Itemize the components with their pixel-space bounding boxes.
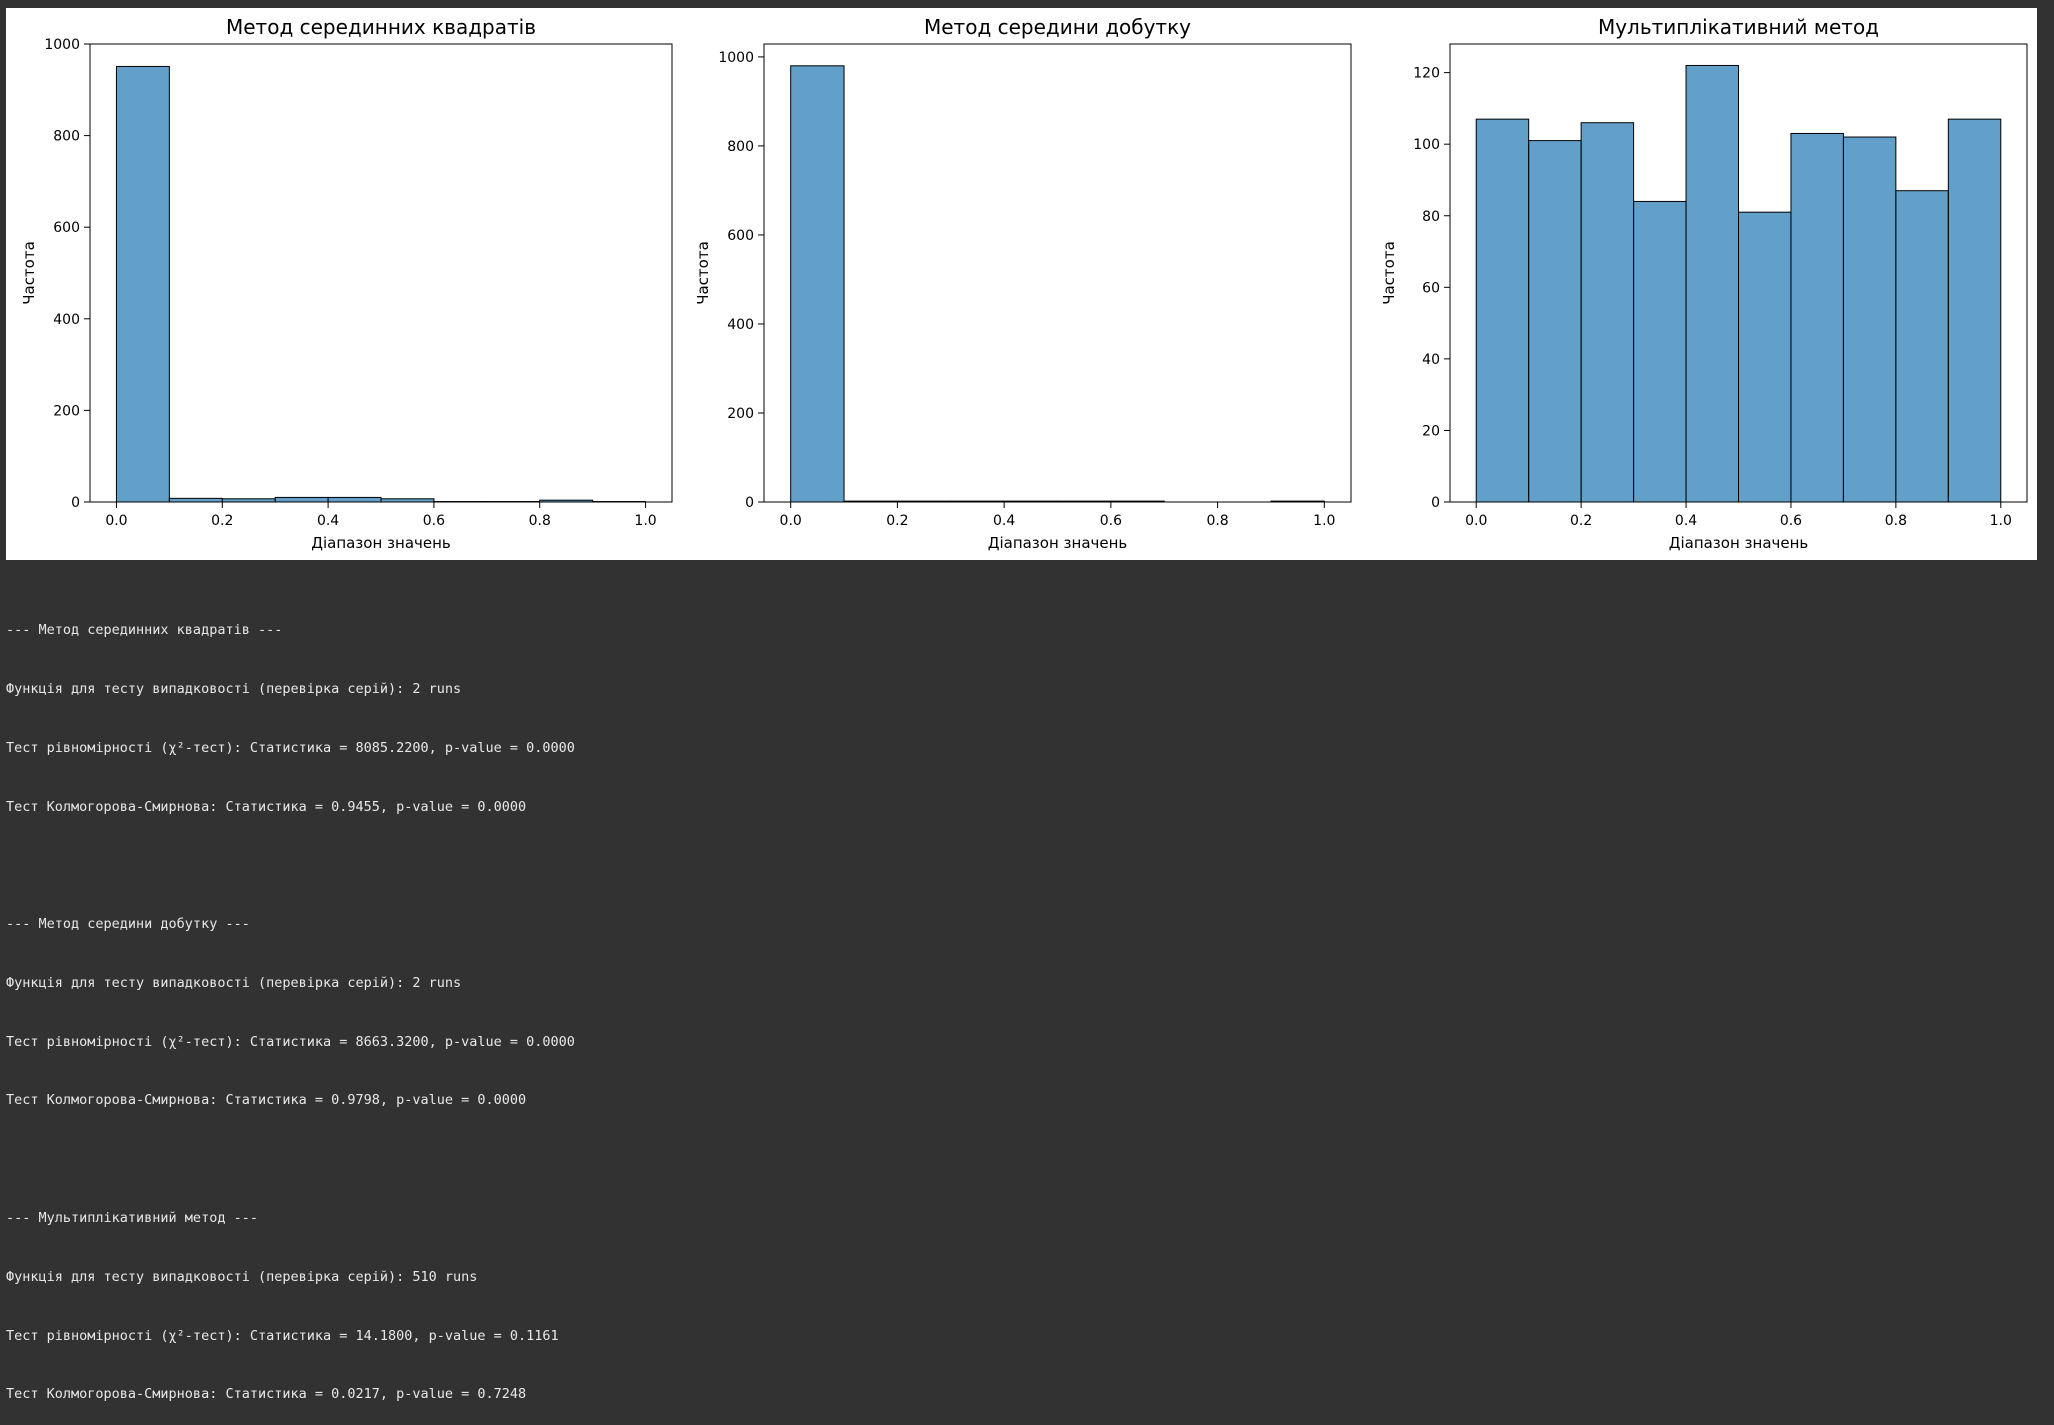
chart-1-y-tick-label: 400 xyxy=(53,312,80,328)
chart-3-bar xyxy=(1791,133,1843,502)
chart-3-bar xyxy=(1581,123,1633,502)
chart-3-x-tick-label: 0.2 xyxy=(1570,513,1592,529)
chart-3-x-tick-label: 0.4 xyxy=(1675,513,1697,529)
chart-2-y-axis-label: Частота xyxy=(694,241,712,305)
chart-2-x-tick-label: 0.2 xyxy=(886,513,908,529)
chart-1-title: Метод серединних квадратів xyxy=(226,15,536,39)
chart-1-x-tick-label: 0.2 xyxy=(211,513,233,529)
chart-3-x-tick-label: 0.0 xyxy=(1465,513,1487,529)
chart-3-y-tick-label: 80 xyxy=(1422,209,1440,225)
chart-3-bar xyxy=(1896,191,1948,502)
chart-2-y-tick-label: 200 xyxy=(727,406,754,422)
chart-1-y-axis-label: Частота xyxy=(20,241,38,305)
chart-2-title: Метод середини добутку xyxy=(924,15,1191,39)
chart-2-x-tick-label: 0.8 xyxy=(1206,513,1228,529)
chart-2-x-tick-label: 0.4 xyxy=(993,513,1015,529)
chart-3-bar xyxy=(1634,201,1686,502)
chart-1-axes-frame xyxy=(90,44,672,502)
console-output: --- Метод серединних квадратів --- Функц… xyxy=(6,582,2046,857)
chart-1-y-tick-label: 200 xyxy=(53,403,80,419)
chart-2-x-tick-label: 0.0 xyxy=(780,513,802,529)
console-line: Тест Колмогорова-Смирнова: Статистика = … xyxy=(6,798,2046,818)
chart-3-x-axis-label: Діапазон значень xyxy=(1669,534,1809,552)
chart-1-y-tick-label: 0 xyxy=(71,495,80,511)
chart-3-bar xyxy=(1948,119,2000,502)
console-line: Тест Колмогорова-Смирнова: Статистика = … xyxy=(6,1385,2046,1405)
console-line: Тест рівномірності (χ²-тест): Статистика… xyxy=(6,739,2046,759)
chart-2-y-tick-label: 600 xyxy=(727,228,754,244)
chart-1-y-tick-label: 800 xyxy=(53,129,80,145)
chart-3-y-tick-label: 40 xyxy=(1422,352,1440,368)
chart-3-bar xyxy=(1843,137,1895,502)
chart-3-bar xyxy=(1739,212,1791,502)
chart-2-y-tick-label: 1000 xyxy=(718,50,754,66)
chart-2-axes-frame xyxy=(764,44,1351,502)
chart-2-x-axis-label: Діапазон значень xyxy=(988,534,1128,552)
chart-2-bar xyxy=(791,66,844,502)
chart-1-x-axis-label: Діапазон значень xyxy=(311,534,451,552)
console-line: Тест Колмогорова-Смирнова: Статистика = … xyxy=(6,1091,2046,1111)
chart-1-y-tick-label: 1000 xyxy=(44,37,80,53)
console-line xyxy=(6,856,2046,876)
chart-1-bar xyxy=(169,498,222,502)
chart-3-y-tick-label: 20 xyxy=(1422,423,1440,439)
chart-3-y-tick-label: 100 xyxy=(1413,137,1440,153)
chart-1-x-tick-label: 0.8 xyxy=(529,513,551,529)
console-line: --- Метод середини добутку --- xyxy=(6,915,2046,935)
chart-2-y-tick-label: 400 xyxy=(727,317,754,333)
chart-2-x-tick-label: 1.0 xyxy=(1313,513,1335,529)
chart-2-y-tick-label: 800 xyxy=(727,139,754,155)
console-line: --- Метод серединних квадратів --- xyxy=(6,621,2046,641)
chart-3-title: Мультиплікативний метод xyxy=(1598,15,1879,39)
chart-1-bar xyxy=(275,497,328,502)
console-line: Функція для тесту випадковості (перевірк… xyxy=(6,974,2046,994)
chart-3-bar xyxy=(1686,65,1738,502)
chart-1-x-tick-label: 1.0 xyxy=(634,513,656,529)
chart-1-x-tick-label: 0.4 xyxy=(317,513,339,529)
chart-1-bar xyxy=(328,497,381,502)
chart-3-x-tick-label: 0.8 xyxy=(1885,513,1907,529)
console-line: Тест рівномірності (χ²-тест): Статистика… xyxy=(6,1033,2046,1053)
chart-1-x-tick-label: 0.0 xyxy=(105,513,127,529)
chart-1-y-tick-label: 600 xyxy=(53,220,80,236)
chart-1-x-tick-label: 0.6 xyxy=(423,513,445,529)
chart-2-x-tick-label: 0.6 xyxy=(1100,513,1122,529)
console-line: Функція для тесту випадковості (перевірк… xyxy=(6,1268,2046,1288)
console-line: Тест рівномірності (χ²-тест): Статистика… xyxy=(6,1327,2046,1347)
chart-3-bar xyxy=(1529,141,1581,502)
chart-3-y-tick-label: 120 xyxy=(1413,66,1440,82)
console-line xyxy=(6,1150,2046,1170)
chart-3-y-tick-label: 0 xyxy=(1431,495,1440,511)
chart-3-y-axis-label: Частота xyxy=(1380,241,1398,305)
console-line: Функція для тесту випадковості (перевірк… xyxy=(6,680,2046,700)
console-line: --- Мультиплікативний метод --- xyxy=(6,1209,2046,1229)
chart-1-bar xyxy=(116,66,169,502)
chart-3-x-tick-label: 1.0 xyxy=(1990,513,2012,529)
chart-3-x-tick-label: 0.6 xyxy=(1780,513,1802,529)
chart-2-y-tick-label: 0 xyxy=(745,495,754,511)
chart-3-y-tick-label: 60 xyxy=(1422,280,1440,296)
chart-3-bar xyxy=(1476,119,1528,502)
